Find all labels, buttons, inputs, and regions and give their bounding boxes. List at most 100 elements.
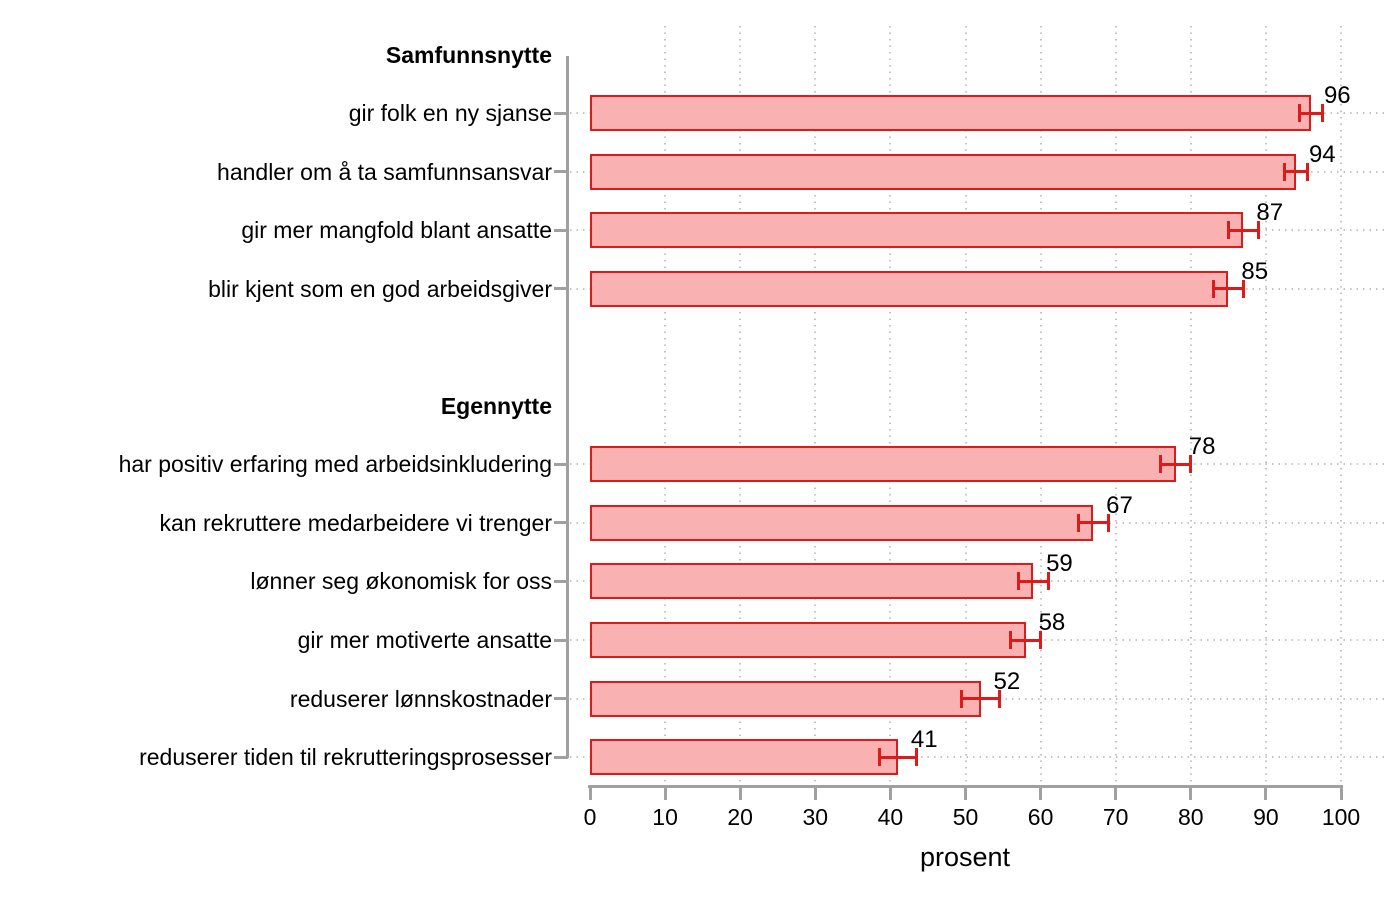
error-bar-line — [1228, 228, 1259, 232]
x-tick-label: 40 — [877, 804, 904, 830]
x-axis-tick — [738, 785, 742, 800]
bar — [590, 563, 1034, 600]
category-label: reduserer tiden til rekrutteringsprosess… — [139, 744, 552, 771]
error-bar-cap-low — [960, 689, 964, 708]
x-axis-tick — [1189, 785, 1193, 800]
bar — [590, 739, 898, 776]
x-tick-label: 50 — [952, 804, 979, 830]
category-tick — [554, 755, 568, 759]
error-bar-cap-high — [1241, 279, 1245, 298]
value-label: 87 — [1256, 199, 1284, 227]
category-tick — [554, 521, 568, 525]
grid-line-vertical — [1264, 26, 1267, 784]
x-axis-tick — [1264, 785, 1268, 800]
category-label: reduserer lønnskostnader — [289, 685, 552, 712]
error-bar-cap-high — [1046, 572, 1050, 591]
x-tick-label: 0 — [583, 804, 597, 830]
bar — [590, 153, 1296, 190]
grid-line-vertical — [1114, 26, 1117, 784]
error-bar-line — [1213, 287, 1244, 291]
x-axis-tick — [663, 785, 667, 800]
value-label: 58 — [1038, 609, 1066, 636]
value-label: 96 — [1323, 82, 1351, 110]
category-tick — [554, 170, 568, 174]
category-label: blir kjent som en god arbeidsgiver — [208, 275, 552, 302]
error-bar-cap-high — [1256, 221, 1260, 240]
error-bar-line — [1160, 462, 1191, 466]
error-bar-line — [1010, 638, 1041, 642]
category-tick — [554, 287, 568, 291]
error-bar-cap-high — [1189, 455, 1193, 474]
x-axis-tick — [813, 785, 817, 800]
category-label: handler om å ta samfunnsansvar — [217, 158, 552, 185]
x-tick-label: 100 — [1321, 804, 1361, 830]
error-bar-cap-high — [1320, 104, 1324, 123]
error-bar-cap-low — [1211, 279, 1215, 298]
bar — [590, 446, 1176, 483]
grid-line-horizontal — [570, 756, 1386, 759]
x-axis-tick — [1039, 785, 1043, 800]
value-label: 94 — [1308, 140, 1336, 168]
x-tick-label: 30 — [802, 804, 829, 830]
value-label: 78 — [1188, 433, 1216, 461]
x-tick-label: 90 — [1253, 804, 1279, 830]
x-axis-tick — [964, 785, 967, 800]
category-tick — [554, 697, 568, 701]
category-label: gir mer motiverte ansatte — [297, 627, 552, 653]
error-bar-cap-high — [915, 748, 919, 767]
x-axis-tick — [1114, 785, 1118, 800]
value-label: 67 — [1106, 491, 1133, 519]
error-bar-line — [1078, 521, 1109, 525]
bar — [590, 212, 1244, 249]
x-tick-label: 80 — [1178, 804, 1204, 830]
category-label: har positiv erfaring med arbeidsinkluder… — [118, 451, 552, 478]
category-tick — [554, 228, 568, 232]
value-label: 85 — [1241, 257, 1269, 285]
category-tick — [554, 579, 568, 583]
error-bar-cap-low — [877, 748, 881, 767]
category-tick — [554, 638, 568, 642]
error-bar-cap-low — [1283, 162, 1287, 181]
x-axis-title: prosent — [919, 842, 1011, 872]
category-label: kan rekruttere medarbeidere vi trenger — [159, 509, 552, 536]
grid-line-vertical — [814, 26, 817, 784]
x-tick-label: 60 — [1027, 804, 1054, 830]
value-label: 59 — [1046, 550, 1073, 578]
category-label: lønner seg økonomisk for oss — [250, 568, 552, 595]
error-bar-line — [1299, 111, 1323, 115]
grid-line-vertical — [1340, 26, 1342, 784]
error-bar-line — [1018, 579, 1049, 583]
x-axis-tick — [588, 785, 592, 800]
error-bar-line — [879, 755, 917, 759]
category-tick — [554, 111, 568, 115]
x-axis-tick — [1339, 785, 1343, 800]
category-label: gir folk en ny sjanse — [348, 100, 552, 127]
grid-line-vertical — [1039, 26, 1042, 784]
grid-line-vertical — [964, 26, 967, 784]
category-tick — [554, 462, 568, 466]
bar — [590, 504, 1094, 541]
error-bar-cap-low — [1009, 631, 1013, 649]
bar — [590, 270, 1229, 307]
error-bar-cap-high — [1106, 513, 1110, 532]
error-bar-cap-low — [1016, 572, 1020, 591]
grid-line-vertical — [664, 26, 667, 784]
error-bar-cap-high — [997, 689, 1001, 708]
x-tick-label: 70 — [1102, 804, 1129, 830]
error-bar-cap-high — [1305, 162, 1309, 181]
bar — [590, 622, 1026, 658]
x-tick-label: 20 — [727, 804, 753, 830]
group-header: Egennytte — [440, 392, 552, 419]
bar — [590, 95, 1311, 132]
error-bar-cap-high — [1039, 631, 1043, 649]
value-label: 41 — [910, 726, 938, 754]
x-tick-label: 10 — [652, 804, 678, 830]
error-bar-cap-low — [1076, 513, 1080, 532]
error-bar-line — [961, 697, 1000, 701]
value-label: 52 — [993, 667, 1021, 695]
grid-line-vertical — [889, 26, 892, 784]
grid-line-vertical — [1189, 26, 1192, 784]
group-header: Samfunnsnytte — [385, 41, 552, 68]
